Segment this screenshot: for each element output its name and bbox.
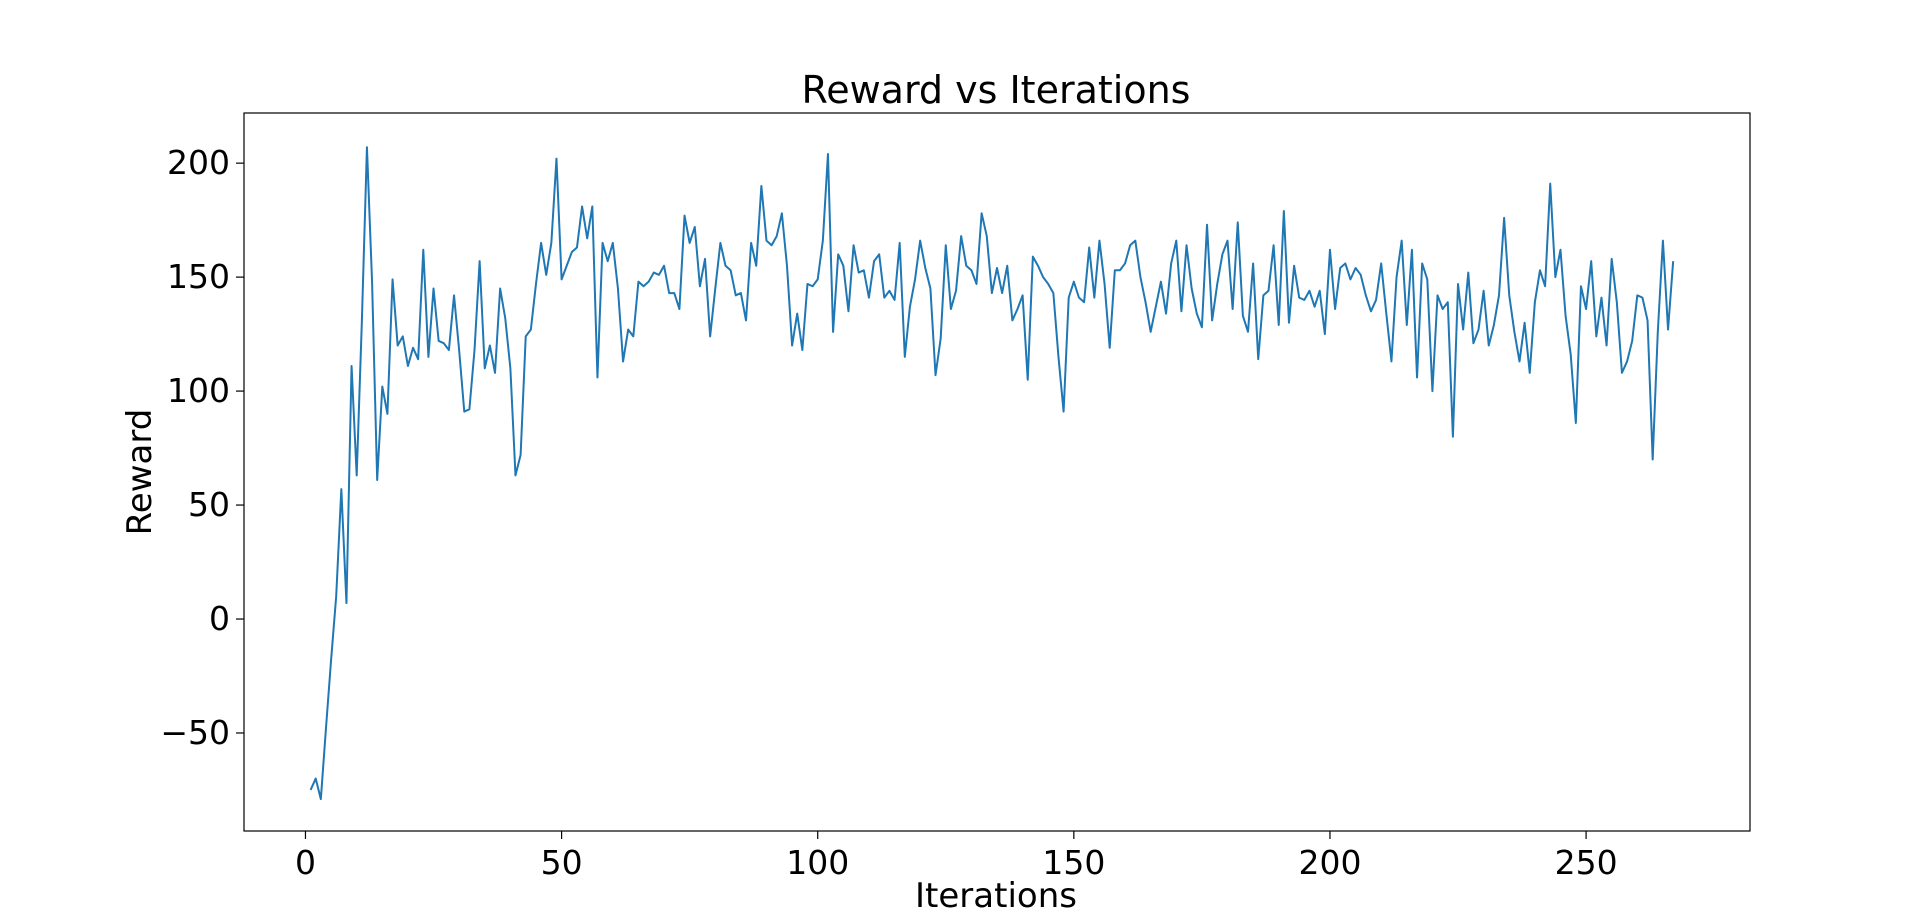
- x-tick-label: 0: [295, 843, 316, 882]
- y-axis-label: Reward: [120, 409, 160, 536]
- y-tick-label: 200: [167, 143, 230, 182]
- plot-series: [309, 146, 1675, 801]
- x-tick-label: 200: [1298, 843, 1361, 882]
- y-tick-label: −50: [160, 713, 230, 752]
- plot-area-frame: [243, 112, 1751, 832]
- y-tick-label: 100: [167, 371, 230, 410]
- reward-series-line: [309, 146, 1675, 801]
- x-tick-label: 150: [1042, 843, 1105, 882]
- chart-title: Reward vs Iterations: [802, 68, 1191, 112]
- y-axis-ticks: −50 0 50 100 150 200: [160, 143, 244, 752]
- x-axis-ticks: 0 50 100 150 200 250: [295, 831, 1618, 882]
- x-tick-label: 250: [1555, 843, 1618, 882]
- y-tick-label: 0: [209, 599, 230, 638]
- y-tick-label: 150: [167, 257, 230, 296]
- x-tick-label: 100: [786, 843, 849, 882]
- y-tick-label: 50: [188, 485, 230, 524]
- x-axis-label: Iterations: [915, 876, 1077, 916]
- x-tick-label: 50: [541, 843, 583, 882]
